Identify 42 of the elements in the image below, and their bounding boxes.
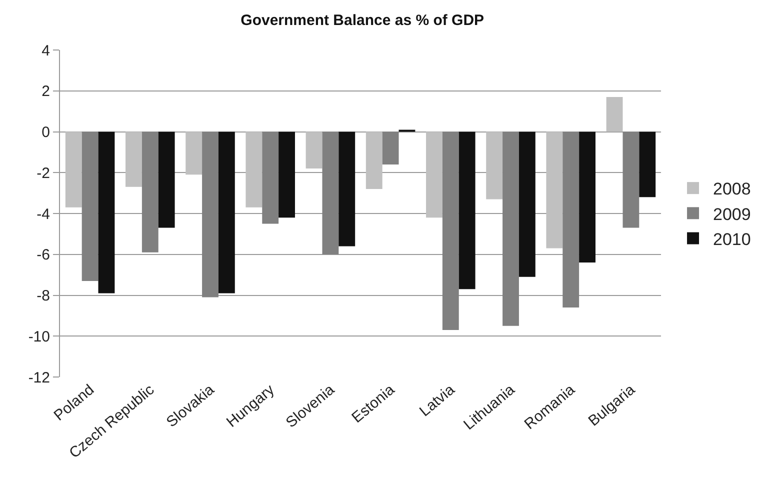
y-tick-label: -8 (36, 288, 50, 304)
legend-label: 2010 (713, 230, 751, 249)
bar (262, 132, 279, 224)
bar (338, 132, 356, 246)
bar (442, 132, 459, 330)
legend-label: 2009 (713, 204, 751, 224)
bar (502, 132, 519, 326)
bar (142, 132, 158, 252)
bar (126, 132, 142, 187)
y-tick-label: -4 (36, 206, 50, 223)
y-tick-label: 2 (42, 83, 50, 100)
bar (218, 132, 235, 294)
bar (98, 132, 115, 294)
bar (306, 132, 322, 169)
bar (562, 132, 580, 308)
y-tick-label: -2 (36, 164, 50, 182)
bar (622, 132, 640, 228)
y-tick-label: -6 (36, 246, 50, 264)
bar (606, 97, 623, 132)
bar (458, 132, 476, 290)
bar (486, 132, 503, 200)
y-tick-label: 0 (42, 124, 50, 141)
bar (579, 132, 596, 263)
bar (322, 132, 339, 254)
y-tick-label: -12 (28, 369, 50, 386)
bar (65, 132, 82, 208)
bar (366, 132, 382, 189)
bar (82, 132, 98, 281)
bar (639, 132, 656, 198)
bar (186, 132, 202, 175)
bar (518, 132, 536, 277)
bar (158, 132, 175, 228)
bar (278, 132, 295, 218)
bar (202, 132, 218, 298)
bar (246, 132, 262, 208)
chart-title: Government Balance as % of GDP (240, 12, 484, 30)
bar (382, 132, 399, 164)
bar (426, 132, 442, 218)
bar (546, 132, 563, 248)
y-tick-label: 4 (42, 42, 50, 60)
y-tick-label: -10 (28, 328, 50, 346)
legend-label: 2008 (713, 180, 751, 199)
